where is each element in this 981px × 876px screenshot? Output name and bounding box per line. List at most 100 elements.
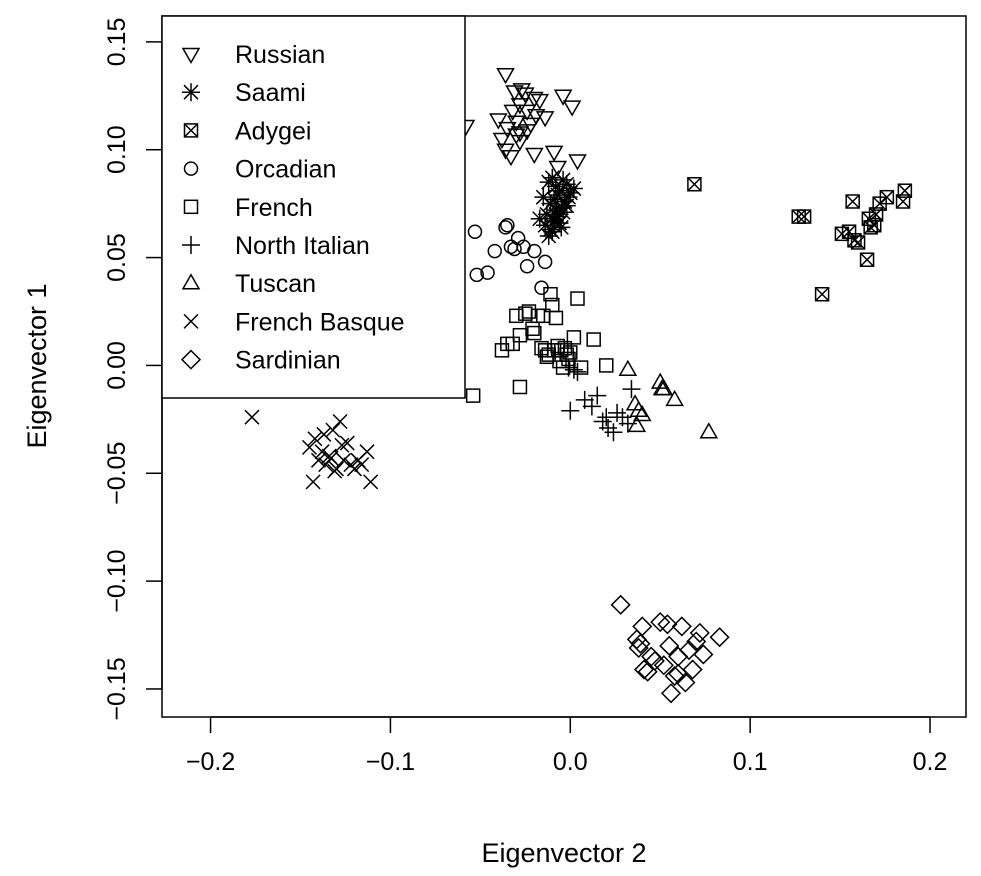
point-french-basque — [316, 426, 332, 442]
point-north-italian — [604, 423, 623, 442]
point-orcadian — [500, 217, 515, 233]
point-french-basque — [244, 409, 260, 425]
point-french-basque — [323, 450, 339, 466]
point-russian — [517, 104, 537, 121]
legend-label-french: French — [235, 194, 313, 222]
point-sardinian — [709, 627, 730, 648]
legend-box — [161, 15, 466, 399]
point-russian — [501, 149, 521, 167]
point-sardinian — [668, 646, 689, 667]
legend-marker-sardinian — [180, 349, 202, 370]
point-saami — [552, 218, 571, 237]
legend-marker-tuscan — [181, 273, 201, 290]
point-french-basque — [301, 439, 318, 455]
point-russian — [530, 93, 550, 111]
point-orcadian — [527, 243, 542, 259]
point-saami — [552, 198, 571, 217]
point-sardinian — [682, 659, 703, 680]
legend-label-russian: Russian — [235, 41, 325, 69]
point-north-italian — [622, 380, 641, 399]
point-russian — [510, 126, 530, 143]
point-russian — [562, 100, 582, 117]
x-tick-label: 0.1 — [733, 748, 768, 776]
point-north-italian — [561, 401, 580, 420]
y-tick-label: −0.10 — [103, 549, 131, 612]
legend-marker-adygei — [183, 123, 199, 138]
x-axis-label: Eigenvector 2 — [481, 838, 646, 868]
point-tuscan — [699, 422, 719, 439]
point-russian — [503, 104, 523, 121]
point-french — [527, 325, 542, 341]
point-french — [586, 332, 601, 347]
legend: Russian Saami Adygei Orcadian French North It… — [161, 15, 466, 399]
point-russian — [535, 111, 555, 128]
point-french-basque — [354, 457, 370, 473]
point-north-italian — [597, 408, 616, 427]
point-russian — [548, 160, 567, 177]
data-points — [244, 67, 913, 704]
x-tick-label: −0.1 — [366, 748, 415, 776]
point-french-basque — [310, 452, 327, 468]
x-tick-label: −0.2 — [186, 748, 235, 776]
legend-label-saami: Saami — [235, 79, 306, 107]
point-tuscan — [629, 400, 648, 417]
point-french — [512, 379, 528, 395]
point-orcadian — [537, 254, 553, 270]
point-tuscan — [632, 405, 652, 422]
point-sardinian — [610, 594, 631, 615]
point-adygei — [845, 194, 860, 209]
point-french-basque — [346, 461, 362, 477]
point-sardinian — [657, 614, 678, 635]
point-french — [548, 310, 564, 326]
point-french-basque — [359, 444, 375, 460]
point-french — [570, 291, 585, 306]
point-north-italian — [608, 403, 627, 422]
point-north-italian — [582, 397, 601, 416]
point-saami — [543, 168, 562, 187]
point-french — [566, 330, 582, 345]
point-french-basque — [334, 437, 350, 453]
point-sardinian — [650, 612, 671, 633]
point-sardinian — [671, 616, 692, 637]
point-sardinian — [633, 659, 655, 680]
point-orcadian — [480, 265, 495, 280]
point-saami — [559, 188, 578, 207]
point-sardinian — [664, 665, 685, 687]
point-sardinian — [653, 655, 674, 676]
y-axis-label: Eigenvector 1 — [22, 283, 52, 448]
point-orcadian — [519, 258, 535, 274]
point-saami — [564, 179, 583, 198]
point-french-basque — [305, 474, 321, 490]
y-tick-label: −0.15 — [103, 657, 131, 720]
legend-marker-north-italian — [182, 236, 200, 254]
y-axis: −0.15 −0.10 −0.05 0.00 0.05 0.10 0.15 — [103, 18, 163, 721]
point-russian — [568, 154, 587, 171]
legend-marker-french — [183, 199, 199, 215]
x-tick-label: 0.0 — [553, 748, 588, 776]
y-tick-label: −0.05 — [103, 442, 131, 505]
point-french — [530, 308, 546, 324]
point-sardinian — [644, 650, 665, 671]
point-adygei — [850, 235, 866, 250]
point-sardinian — [659, 635, 680, 656]
point-tuscan — [618, 359, 638, 376]
point-french-basque — [325, 422, 341, 438]
point-sardinian — [693, 644, 714, 665]
point-saami — [530, 209, 549, 228]
point-adygei — [859, 252, 875, 267]
point-russian — [510, 134, 530, 152]
point-orcadian — [467, 224, 483, 239]
point-north-italian — [568, 362, 587, 381]
point-sardinian — [630, 633, 651, 654]
y-tick-label: 0.05 — [103, 233, 131, 282]
point-north-italian — [588, 386, 607, 405]
point-french-basque — [314, 444, 330, 460]
legend-marker-orcadian — [183, 161, 199, 176]
point-orcadian — [469, 267, 485, 283]
point-french-basque — [339, 435, 355, 451]
point-french — [546, 343, 562, 358]
point-russian — [507, 115, 526, 132]
point-russian — [496, 143, 515, 160]
y-tick-label: 0.10 — [103, 125, 131, 174]
legend-label-tuscan: Tuscan — [235, 270, 316, 298]
